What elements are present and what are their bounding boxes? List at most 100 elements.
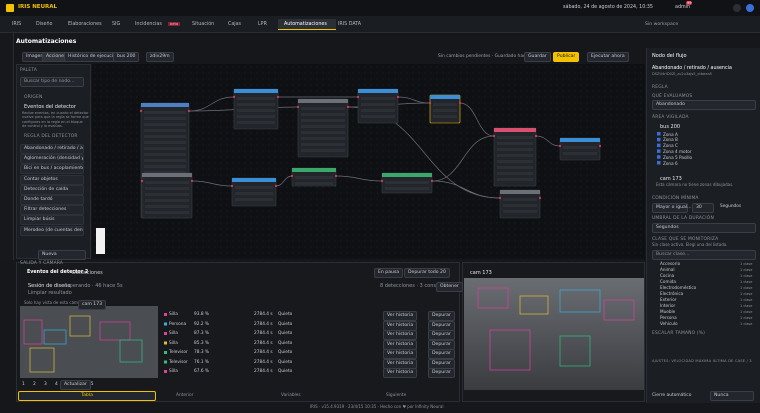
detection-box (23, 319, 43, 345)
palette-rule[interactable]: Donde tardó (20, 195, 84, 205)
nav-button: Variables (281, 393, 301, 398)
node-field (301, 137, 345, 140)
node-field (237, 115, 275, 118)
history-button[interactable]: Ver historia (383, 349, 418, 359)
tab[interactable]: Incidencias (135, 22, 162, 27)
history-button[interactable]: Ver historia (383, 330, 418, 340)
zone-checkbox (657, 143, 661, 148)
avatar (746, 4, 754, 12)
duration-select[interactable]: Segundos (652, 223, 756, 233)
tab[interactable]: LPR (258, 22, 267, 27)
node-port (492, 134, 496, 138)
node-link (535, 135, 561, 147)
node-port (232, 95, 236, 99)
palette-description: vuelve para que la regla se forme que (22, 115, 89, 120)
new-button[interactable]: Nueva (38, 250, 86, 260)
flow-node-header (500, 190, 540, 194)
white-marker (96, 228, 105, 254)
node-field (145, 199, 189, 202)
node-field (144, 153, 186, 156)
debug-button[interactable]: Depurar (428, 368, 455, 378)
palette-heading: ORIGEN (24, 95, 43, 100)
palette-search[interactable]: Buscar tipo de nodo... (20, 77, 84, 87)
save-button[interactable]: Guardar (524, 52, 551, 62)
row-confidence: 87.3 % (194, 331, 210, 336)
flow-node-header (234, 89, 278, 93)
palette-description: de control y lo evalúas. (22, 123, 63, 128)
logo (6, 4, 14, 12)
tab[interactable]: Cajas (228, 22, 242, 27)
row-class: Televisor (169, 350, 188, 355)
node-field (144, 129, 186, 132)
row-class: Silla (169, 331, 178, 336)
zone-checkbox (657, 137, 661, 142)
node-field (385, 181, 429, 184)
session-title: Sesión de diseño (28, 283, 71, 289)
palette-rule[interactable]: Limpiar búsis (20, 215, 84, 226)
node-field (145, 187, 189, 190)
tab[interactable]: Situación (192, 22, 215, 27)
palette-rule[interactable]: Bici en bus / acoplamiento (20, 164, 84, 175)
inspector-label: AJUSTES: VELOCIDAD MÁXIMA ÚLTIMA DE CASE… (652, 359, 752, 363)
pause-button[interactable]: En pausa (374, 268, 404, 278)
tab[interactable]: Automatizaciones (284, 22, 327, 27)
debug-button[interactable]: Depurar (428, 358, 455, 369)
debug-button[interactable]: Depurar (428, 320, 455, 331)
palette-rule[interactable]: Filtrar detecciones (20, 205, 84, 216)
seconds-input[interactable]: 30 (692, 203, 714, 213)
zone-checkbox (657, 132, 661, 136)
tab[interactable]: IRIS (12, 22, 22, 27)
condition-select[interactable]: Mayor o igual... (652, 203, 692, 213)
history-button[interactable]: Ver historia (383, 358, 418, 369)
flow-button[interactable]: bus 200 (113, 52, 140, 62)
node-field (301, 131, 345, 134)
debug-button[interactable]: Depurar (428, 349, 455, 359)
publish-button[interactable]: Publicar (553, 52, 580, 62)
history-button[interactable]: Ver historia (383, 339, 418, 350)
palette-rule[interactable]: Detección de caída (20, 184, 84, 195)
debug-button[interactable]: Depurar (428, 339, 455, 350)
class-search[interactable]: Buscar clase... (652, 250, 756, 260)
palette-rule[interactable]: Contar objetos (20, 174, 84, 185)
page-button: 4 (55, 382, 58, 387)
history-button[interactable]: Ver historia (383, 368, 418, 378)
node-link (335, 175, 383, 182)
node-field (144, 123, 186, 126)
palette-rule[interactable]: Merodeo (de cuentas dentro de a... (20, 225, 84, 236)
tab[interactable]: SIG (112, 22, 121, 27)
node-field (144, 171, 186, 174)
palette-rule[interactable]: Aglomeración (densidad y riesgo) (20, 154, 84, 165)
run-button[interactable]: Ejecutar ahora (587, 52, 629, 62)
update-button[interactable]: Actualizar (60, 380, 91, 390)
row-class: Persona (169, 321, 187, 327)
close-select[interactable]: Nunca (710, 391, 754, 401)
tab[interactable]: Diseño (36, 22, 53, 27)
nav-button: Siguiente (386, 393, 407, 398)
debug-all-button[interactable]: Depurar todo 20 (404, 268, 450, 278)
flow-button[interactable]: zdiv29m (146, 52, 174, 62)
footer: IRIS · v15.4.9319 · 23/4/15 10:35 · Hech… (310, 404, 444, 409)
node-field (301, 113, 345, 116)
history-button[interactable]: Ver historia (383, 311, 418, 321)
notification-badge: 99 (686, 1, 693, 6)
node-port (534, 134, 538, 138)
row-confidence: 85.3 % (194, 340, 210, 346)
history-button[interactable]: Ver historia (383, 320, 418, 331)
debug-button[interactable]: Depurar (428, 330, 455, 340)
detection-box (99, 321, 131, 341)
evaluate-select[interactable]: Abandonado (652, 100, 756, 110)
camera-chip[interactable]: cam 173 (78, 300, 107, 310)
palette-rule[interactable]: Abandonado / retirado / ausencia (20, 144, 84, 154)
node-port (598, 144, 602, 148)
table-button[interactable]: Tabla (18, 391, 156, 401)
debug-button[interactable]: Depurar (428, 311, 455, 321)
tab[interactable]: Elaboraciones (68, 22, 102, 27)
camera-title: cam 173 (470, 270, 492, 276)
palette-title: PALETA (20, 68, 38, 73)
detection-box (119, 339, 143, 363)
tab[interactable]: IRIS DATA (338, 22, 362, 27)
page-button: 3 (44, 382, 47, 387)
fetch-button[interactable]: Obtener (436, 282, 463, 292)
node-field (144, 111, 186, 114)
